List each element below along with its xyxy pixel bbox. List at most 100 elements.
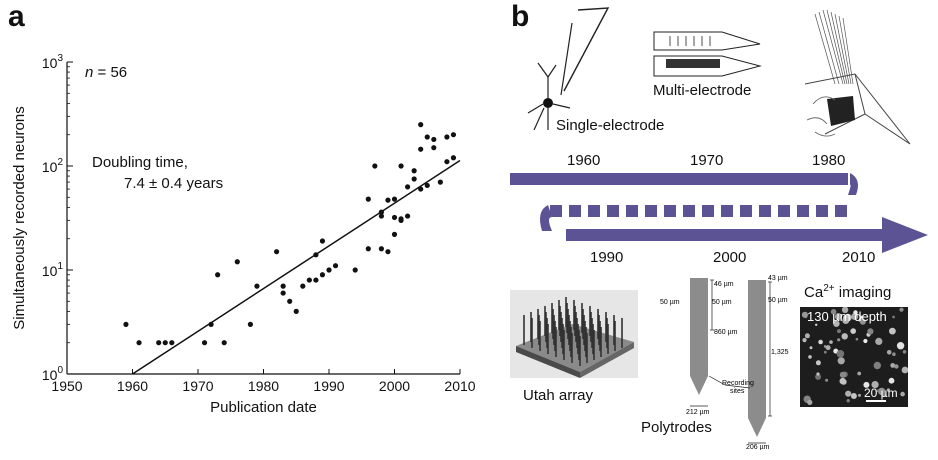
timeline-curve-left bbox=[540, 205, 552, 231]
data-point bbox=[280, 290, 286, 296]
neuron-spot bbox=[837, 329, 841, 334]
data-point bbox=[365, 196, 371, 202]
dim-50-b: 50 µm bbox=[712, 299, 732, 306]
x-tick-label: 1950 bbox=[51, 378, 82, 394]
neuron-spot bbox=[816, 372, 820, 376]
single-electrode-label: Single-electrode bbox=[556, 117, 665, 134]
neuron-spot bbox=[890, 363, 896, 368]
depth-label: 130 µm depth bbox=[807, 309, 887, 324]
sites-label: sites bbox=[730, 388, 745, 395]
data-point bbox=[411, 176, 417, 182]
neuron-spot bbox=[892, 315, 895, 319]
timeline-dash bbox=[740, 205, 752, 217]
data-point bbox=[391, 196, 398, 202]
timeline-dash bbox=[626, 205, 638, 217]
neuron-spot bbox=[873, 361, 881, 370]
panel-a-letter: a bbox=[8, 0, 25, 33]
scale-bar-label: 20 µm bbox=[864, 386, 898, 400]
fit-line bbox=[132, 159, 461, 375]
data-point bbox=[313, 277, 319, 283]
data-point bbox=[234, 259, 240, 265]
neuron-spot bbox=[818, 339, 823, 345]
neuron-spot bbox=[839, 377, 846, 385]
data-point bbox=[405, 184, 411, 190]
data-point bbox=[221, 340, 227, 346]
timeline-dash bbox=[702, 205, 714, 217]
neuron-spot bbox=[825, 345, 831, 351]
data-point bbox=[450, 155, 457, 161]
x-tick-label: 1990 bbox=[313, 378, 344, 394]
neuron-spot bbox=[892, 352, 896, 356]
neuron-spot bbox=[802, 338, 807, 343]
timeline-dash bbox=[759, 205, 771, 217]
neuron-spot bbox=[867, 328, 874, 335]
timeline-dash bbox=[816, 205, 828, 217]
neuron-spot bbox=[823, 345, 827, 348]
neuron-spot bbox=[850, 393, 857, 399]
timeline-dash bbox=[588, 205, 600, 217]
timeline-dash bbox=[683, 205, 695, 217]
dim-46: 46 µm bbox=[714, 281, 734, 288]
data-point bbox=[424, 182, 430, 189]
neuron-spot bbox=[858, 393, 861, 397]
data-point bbox=[169, 340, 175, 346]
neuron-spot bbox=[894, 364, 899, 369]
neuron-spot bbox=[837, 338, 841, 342]
data-point bbox=[136, 340, 142, 346]
timeline-bar-top bbox=[510, 173, 848, 185]
scale-bar bbox=[866, 400, 886, 402]
data-point bbox=[352, 267, 358, 273]
data-point bbox=[201, 340, 208, 346]
neuron-spot bbox=[830, 309, 837, 315]
data-point bbox=[391, 214, 398, 221]
x-tick-label: 2000 bbox=[379, 378, 410, 394]
neuron-spot bbox=[859, 315, 863, 319]
polytrodes-illustration: 50 µm 46 µm 50 µm 860 µm 212 µm 43 µm 50… bbox=[660, 275, 790, 450]
neuron-spot bbox=[829, 340, 833, 344]
neuron-spot bbox=[809, 346, 813, 350]
data-point bbox=[162, 340, 168, 346]
neuron-spot bbox=[888, 377, 895, 384]
timeline bbox=[510, 173, 928, 253]
data-point bbox=[332, 263, 339, 269]
data-point bbox=[319, 238, 326, 244]
neuron-spot bbox=[841, 306, 849, 313]
neuron-spot bbox=[889, 327, 896, 335]
data-point bbox=[405, 213, 411, 219]
y-tick-label: 103 bbox=[42, 53, 64, 71]
x-tick-label: 1980 bbox=[248, 378, 279, 394]
neuron-spot bbox=[850, 328, 856, 334]
data-point bbox=[431, 145, 437, 151]
scatter-chart: 1950 1960 1970 1980 1990 2000 2010 100 101 102 103… bbox=[11, 53, 476, 416]
data-point bbox=[437, 179, 443, 185]
data-point bbox=[280, 283, 286, 289]
neuron-spot bbox=[851, 313, 859, 320]
x-axis-label: Publication date bbox=[210, 399, 317, 416]
timeline-arrowhead bbox=[882, 217, 928, 253]
electrode-array-illustration bbox=[804, 9, 911, 145]
timeline-year-1990: 1990 bbox=[590, 249, 624, 266]
data-point bbox=[378, 213, 384, 219]
neuron-spot bbox=[901, 366, 909, 374]
neuron-spot bbox=[859, 318, 866, 325]
neuron-spot bbox=[902, 350, 907, 354]
dim-43: 43 µm bbox=[768, 275, 788, 282]
neuron-spot bbox=[815, 360, 821, 366]
neuron-spot bbox=[896, 342, 905, 350]
ca-imaging-label: Ca2+ imaging bbox=[804, 283, 892, 301]
neuron-spot bbox=[815, 323, 818, 326]
neuron-spot bbox=[900, 391, 905, 397]
neuron-spot bbox=[841, 333, 848, 340]
neuron-spot bbox=[804, 333, 810, 339]
timeline-dash bbox=[550, 205, 562, 217]
neuron-spot bbox=[876, 389, 880, 392]
timeline-year-1980: 1980 bbox=[812, 152, 846, 169]
neuron-spot bbox=[845, 390, 852, 397]
multi-electrode-illustration bbox=[653, 31, 762, 77]
data-point bbox=[411, 168, 417, 174]
neuron-spot bbox=[808, 355, 812, 359]
dim-860: 860 µm bbox=[714, 329, 738, 336]
timeline-year-2010: 2010 bbox=[842, 249, 876, 266]
data-point bbox=[418, 122, 424, 128]
neuron-spot bbox=[834, 313, 842, 321]
